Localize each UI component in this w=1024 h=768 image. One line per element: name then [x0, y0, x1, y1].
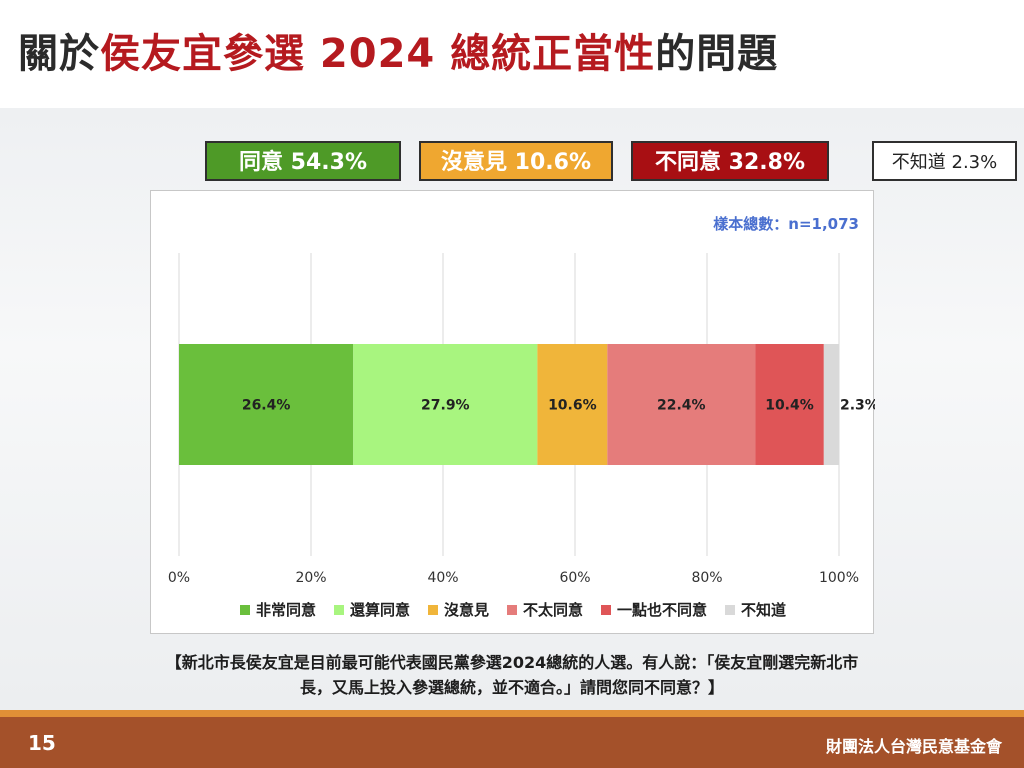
footer-stripe [0, 710, 1024, 717]
title-highlight-candidate: 侯友宜參選 [100, 31, 305, 77]
bar-segment [607, 344, 756, 465]
legend-label: 不太同意 [523, 601, 584, 619]
title-prefix: 關於 [18, 31, 100, 77]
data-label: 26.4% [242, 398, 291, 414]
bar-segment [755, 344, 824, 465]
x-tick-label: 80% [691, 570, 722, 586]
summary-disagree-box: 不同意 32.8% [631, 141, 829, 181]
footer-bar: 15 財團法人台灣民意基金會 [0, 717, 1024, 768]
bar-segment [823, 344, 839, 465]
data-label: 27.9% [421, 398, 470, 414]
bar-segment [179, 344, 354, 465]
summary-agree-box: 同意 54.3% [205, 141, 401, 181]
x-tick-label: 100% [819, 570, 859, 586]
title-suffix: 的問題 [655, 31, 779, 77]
sample-size-label: 樣本總數：n=1,073 [713, 215, 859, 233]
chart-panel: 樣本總數：n=1,073 0% 20% 40% 60% 80% 100% 26.4% 27.9… [150, 190, 875, 634]
page-number: 15 [28, 731, 56, 755]
legend-label: 非常同意 [255, 601, 316, 619]
data-label: 10.6% [548, 398, 597, 414]
legend-label: 還算同意 [349, 601, 410, 619]
x-tick-label: 60% [559, 570, 590, 586]
legend-label: 沒意見 [443, 601, 489, 619]
legend-swatch [427, 604, 438, 615]
legend-item: 沒意見 [427, 599, 489, 620]
legend-item: 不太同意 [507, 599, 583, 620]
summary-dont-know-box: 不知道 2.3% [872, 141, 1017, 181]
legend-label: 一點也不同意 [617, 601, 708, 619]
legend-swatch [239, 604, 250, 615]
data-label: 22.4% [657, 398, 706, 414]
bar-segment [353, 344, 538, 465]
x-tick-label: 20% [295, 570, 326, 586]
legend-swatch [333, 604, 344, 615]
page-title: 關於侯友宜參選 2024 總統正當性的問題 [18, 24, 778, 84]
x-tick-label: 40% [427, 570, 458, 586]
summary-no-opinion-box: 沒意見 10.6% [419, 141, 613, 181]
title-year: 2024 [305, 31, 451, 77]
data-label: 2.3% [840, 398, 875, 414]
x-tick-label: 0% [168, 570, 190, 586]
legend-item: 一點也不同意 [601, 599, 707, 620]
chart-legend: 非常同意 還算同意 沒意見 不太同意 一點也不同意 不知道 [151, 599, 875, 620]
stacked-bar-chart: 0% 20% 40% 60% 80% 100% 26.4% 27.9% 10.6% 22.4% 10… [168, 253, 875, 586]
survey-question: 【新北市長侯友宜是目前最可能代表國民黨參選2024總統的人選。有人說：「侯友宜剛… [165, 653, 859, 697]
organization-name: 財團法人台灣民意基金會 [825, 737, 1002, 756]
data-label: 10.4% [765, 398, 814, 414]
legend-item: 非常同意 [239, 599, 316, 620]
legend-swatch [507, 604, 517, 615]
legend-item: 還算同意 [333, 599, 410, 620]
title-highlight-legitimacy: 總統正當性 [450, 31, 656, 77]
legend-swatch [725, 604, 736, 615]
legend-label: 不知道 [741, 601, 787, 619]
bar-segment [537, 344, 608, 465]
legend-swatch [601, 604, 612, 615]
legend-item: 不知道 [725, 599, 786, 620]
